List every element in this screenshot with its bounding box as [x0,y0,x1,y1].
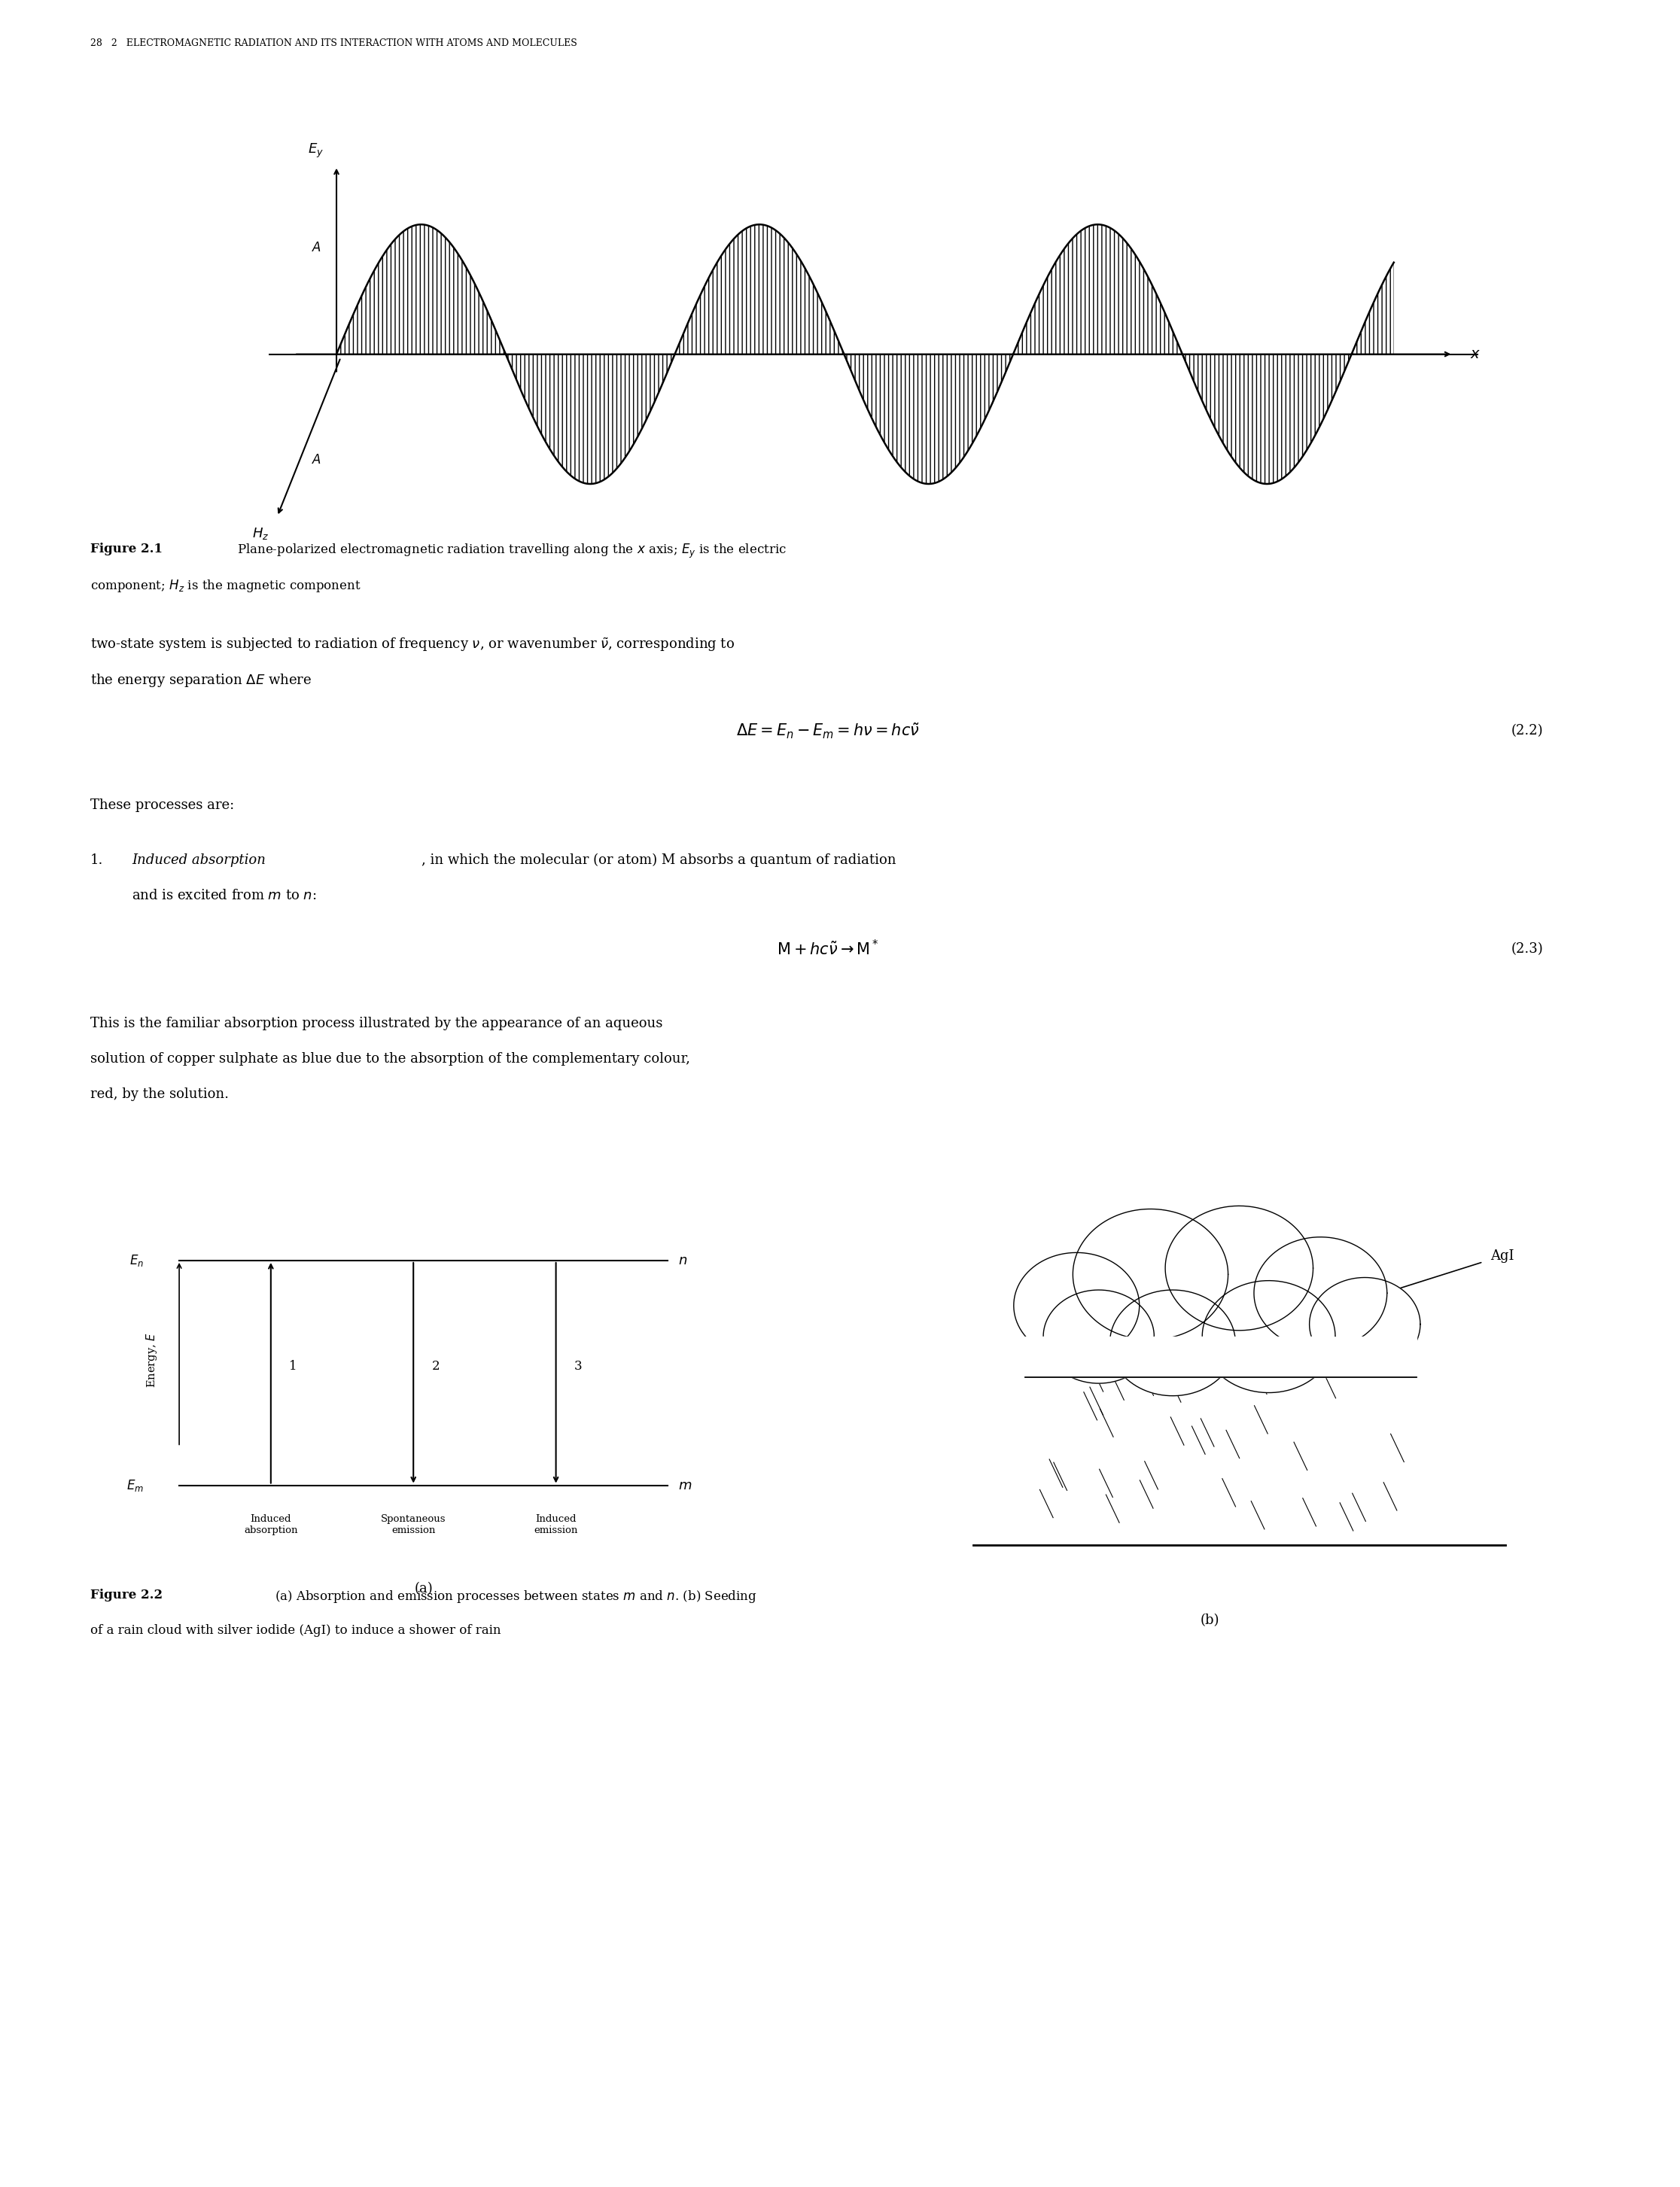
Circle shape [1203,1282,1336,1393]
Text: These processes are:: These processes are: [91,798,234,811]
Text: 3: 3 [575,1360,583,1373]
Text: two-state system is subjected to radiation of frequency $\nu$, or wavenumber $\t: two-state system is subjected to radiati… [91,636,734,654]
Text: Induced
absorption: Induced absorption [244,1513,297,1535]
Text: $H_z$: $H_z$ [252,527,269,540]
Text: This is the familiar absorption process illustrated by the appearance of an aque: This is the familiar absorption process … [91,1017,662,1030]
Text: $\mathrm{M} + hc\tilde{\nu} \rightarrow \mathrm{M}^*$: $\mathrm{M} + hc\tilde{\nu} \rightarrow … [776,940,879,958]
Text: red, by the solution.: red, by the solution. [91,1087,228,1100]
Text: (b): (b) [1200,1614,1220,1627]
Circle shape [1309,1277,1420,1371]
Text: and is excited from $m$ to $n$:: and is excited from $m$ to $n$: [131,888,316,903]
Text: $E_n$: $E_n$ [129,1253,143,1268]
Text: Figure 2.1: Figure 2.1 [91,542,163,555]
Text: $\Delta E = E_n - E_m = h\nu = hc\tilde{\nu}$: $\Delta E = E_n - E_m = h\nu = hc\tilde{… [736,722,919,741]
Text: the energy separation $\Delta E$ where: the energy separation $\Delta E$ where [91,671,312,689]
Text: Energy, $E$: Energy, $E$ [144,1332,160,1389]
Text: solution of copper sulphate as blue due to the absorption of the complementary c: solution of copper sulphate as blue due … [91,1052,690,1065]
Text: Figure 2.2: Figure 2.2 [91,1588,163,1601]
Text: $A$: $A$ [311,241,321,254]
Text: Induced
emission: Induced emission [534,1513,578,1535]
Text: 28   2   ELECTROMAGNETIC RADIATION AND ITS INTERACTION WITH ATOMS AND MOLECULES: 28 2 ELECTROMAGNETIC RADIATION AND ITS I… [91,39,578,48]
Text: $n$: $n$ [679,1253,687,1266]
Text: component; $H_z$ is the magnetic component: component; $H_z$ is the magnetic compone… [91,577,361,595]
Text: AgI: AgI [1490,1249,1514,1262]
Text: , in which the molecular (or atom) M absorbs a quantum of radiation: , in which the molecular (or atom) M abs… [422,853,895,868]
Text: (2.2): (2.2) [1510,724,1542,737]
Circle shape [1110,1290,1235,1395]
Circle shape [1166,1205,1314,1330]
Circle shape [1013,1253,1139,1358]
Circle shape [1074,1209,1228,1341]
Text: of a rain cloud with silver iodide (AgI) to induce a shower of rain: of a rain cloud with silver iodide (AgI)… [91,1625,501,1636]
Text: $x$: $x$ [1470,348,1480,361]
Text: $E_m$: $E_m$ [126,1478,143,1494]
Text: Spontaneous
emission: Spontaneous emission [381,1513,445,1535]
Text: (a): (a) [415,1581,433,1594]
Text: $m$: $m$ [679,1478,692,1492]
Text: $E_y$: $E_y$ [307,142,324,160]
Text: 1.: 1. [91,853,104,866]
Text: (2.3): (2.3) [1510,943,1542,956]
Text: 2: 2 [432,1360,440,1373]
Text: 1: 1 [289,1360,297,1373]
Text: Induced absorption: Induced absorption [131,853,265,866]
Circle shape [1043,1290,1154,1384]
Text: $A$: $A$ [311,455,321,468]
Circle shape [1253,1238,1388,1349]
Text: (a) Absorption and emission processes between states $m$ and $n$. (b) Seeding: (a) Absorption and emission processes be… [276,1588,758,1605]
Text: Plane-polarized electromagnetic radiation travelling along the $x$ axis; $E_y$ i: Plane-polarized electromagnetic radiatio… [237,542,786,560]
